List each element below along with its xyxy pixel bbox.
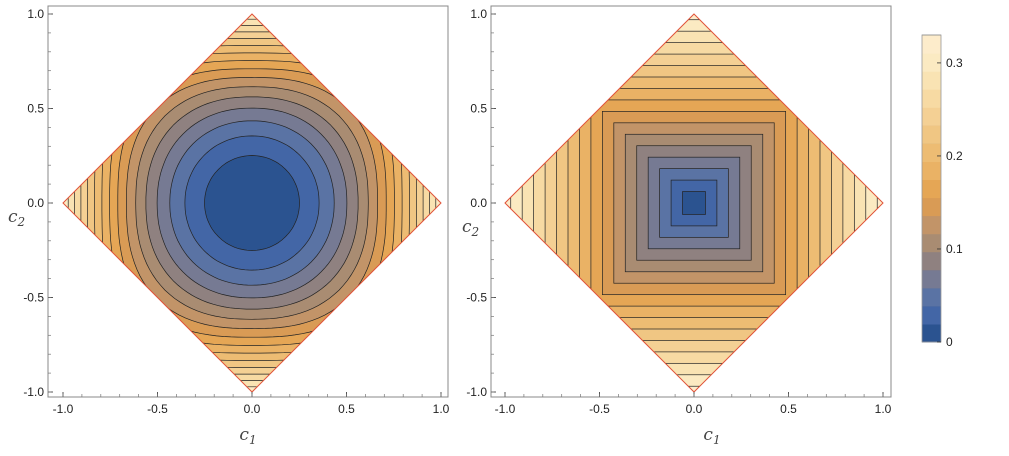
- colorbar-band: [922, 251, 941, 271]
- colorbar-bands: [922, 34, 941, 343]
- x-tick-label: 0.0: [686, 402, 703, 416]
- colorbar-band: [922, 323, 941, 343]
- colorbar-band: [922, 143, 941, 162]
- left-x-ticks: -1.0 -0.5 0.0 0.5 1.0: [53, 392, 450, 416]
- colorbar-tick-label: 0.2: [946, 149, 963, 163]
- right-y-ticks: -1.0 -0.5 0.0 0.5 1.0: [466, 7, 496, 399]
- right-x-ticks: -1.0 -0.5 0.0 0.5 1.0: [495, 392, 892, 416]
- colorbar-tick-label: 0.1: [946, 242, 963, 256]
- colorbar-band: [922, 53, 941, 72]
- contour-level: [682, 191, 706, 215]
- left-contour-fills: [63, 14, 441, 392]
- colorbar-band: [922, 125, 941, 144]
- colorbar-band: [922, 107, 941, 126]
- y-tick-label: -1.0: [23, 385, 44, 399]
- left-ylabel: c2: [8, 207, 25, 229]
- x-tick-label: 0.0: [244, 402, 261, 416]
- y-tick-label: 0.0: [27, 196, 44, 210]
- x-tick-label: -0.5: [589, 402, 610, 416]
- colorbar-tick-label: 0: [946, 335, 953, 349]
- colorbar-legend: 0 0.1 0.2 0.3: [921, 34, 963, 349]
- y-tick-label: -0.5: [466, 291, 487, 305]
- colorbar-band: [922, 35, 941, 54]
- x-tick-label: 0.5: [780, 402, 797, 416]
- x-tick-label: 1.0: [433, 402, 450, 416]
- left-xlabel: c1: [239, 425, 256, 447]
- x-tick-label: 1.0: [875, 402, 892, 416]
- colorbar-band: [922, 71, 941, 90]
- x-tick-label: 0.5: [338, 402, 355, 416]
- y-tick-label: -0.5: [23, 291, 44, 305]
- colorbar-tick-label: 0.3: [946, 56, 963, 70]
- right-plot-frame: [490, 5, 892, 398]
- x-tick-label: -1.0: [495, 402, 516, 416]
- colorbar-band: [922, 305, 941, 325]
- y-tick-label: 0.5: [470, 102, 487, 116]
- y-tick-label: 1.0: [470, 7, 487, 21]
- colorbar-frame: [921, 34, 942, 343]
- left-plot-frame: [47, 5, 449, 398]
- colorbar-ticks: 0 0.1 0.2 0.3: [937, 56, 963, 349]
- right-contour-plot: -1.0 -0.5 0.0 0.5 1.0 -1.0 -0.5 0.0 0.5 1.0 c1 c…: [462, 5, 892, 447]
- colorbar-band: [922, 89, 941, 108]
- contour-layers: [505, 14, 883, 392]
- contour-level: [204, 155, 300, 251]
- right-contour-fills: [505, 14, 883, 392]
- right-ylabel: c2: [462, 217, 479, 239]
- right-xlabel: c1: [703, 425, 720, 447]
- y-tick-label: 1.0: [27, 7, 44, 21]
- y-tick-label: 0.5: [27, 102, 44, 116]
- left-contour-plot: -1.0 -0.5 0.0 0.5 1.0 -1.0 -0.5 0.0 0.5 1.0 c1 c…: [8, 5, 450, 447]
- y-tick-label: -1.0: [466, 385, 487, 399]
- colorbar-band: [922, 179, 941, 199]
- colorbar-band: [922, 269, 941, 289]
- colorbar-band: [922, 197, 941, 217]
- colorbar-band: [922, 287, 941, 307]
- contour-layers: [63, 14, 441, 392]
- left-y-ticks: -1.0 -0.5 0.0 0.5 1.0: [23, 7, 53, 399]
- colorbar-band: [922, 161, 941, 180]
- x-tick-label: -0.5: [147, 402, 168, 416]
- colorbar-band: [922, 215, 941, 235]
- colorbar-band: [922, 233, 941, 253]
- y-tick-label: 0.0: [470, 196, 487, 210]
- x-tick-label: -1.0: [53, 402, 74, 416]
